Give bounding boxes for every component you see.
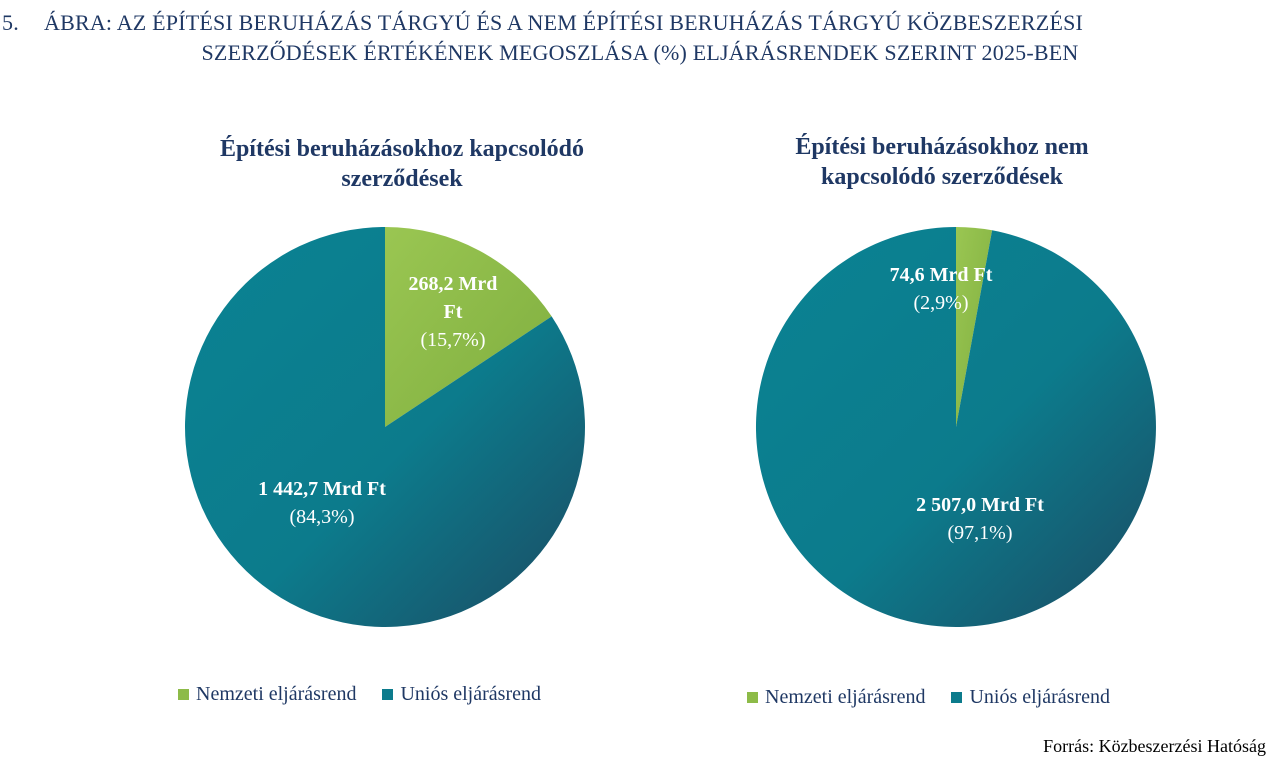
chart-1-slice-nemzeti [385, 227, 552, 427]
chart-2-slice-2-percent: (97,1%) [948, 522, 1013, 544]
legend-swatch-nemzeti [178, 689, 189, 700]
chart-1-slice-2-value: 1 442,7 Mrd Ft [258, 478, 386, 500]
chart-2-slice-1-value: 74,6 Mrd Ft [890, 264, 993, 286]
figure-number: 5. [2, 10, 19, 35]
chart-1-slice-unios [185, 227, 586, 627]
legend-label-nemzeti: Nemzeti eljárásrend [765, 686, 926, 708]
chart-2-slice-unios [755, 226, 1156, 627]
legend-item-unios: Uniós eljárásrend [382, 683, 541, 706]
chart-1-slice-1-value-line-1: 268,2 Mrd [409, 273, 498, 295]
pie-chart-1 [185, 227, 586, 627]
chart-2-title-line-2: kapcsolódó szerződések [821, 164, 1063, 190]
legend-item-unios: Uniós eljárásrend [951, 686, 1110, 709]
legend-label-unios: Uniós eljárásrend [969, 686, 1110, 708]
legend-item-nemzeti: Nemzeti eljárásrend [747, 686, 925, 709]
legend-swatch-unios [951, 692, 963, 703]
chart-1-slice-1-percent: (15,7%) [421, 329, 486, 351]
chart-1-legend: Nemzeti eljárásrend Uniós eljárásrend [178, 683, 567, 706]
legend-swatch-nemzeti [747, 692, 758, 703]
chart-2-title-line-1: Építési beruházásokhoz nem [795, 134, 1089, 160]
chart-1-title: Építési beruházásokhoz kapcsolódó szerző… [122, 134, 682, 194]
chart-2-slice-2-value: 2 507,0 Mrd Ft [916, 494, 1044, 516]
chart-1-slice-2-percent: (84,3%) [290, 506, 355, 528]
legend-label-nemzeti: Nemzeti eljárásrend [196, 683, 357, 705]
chart-2-title: Építési beruházásokhoz nem kapcsolódó sz… [662, 132, 1222, 192]
chart-2-slice-1-percent: (2,9%) [914, 292, 969, 314]
figure-title-line-2: SZERZŐDÉSEK ÉRTÉKÉNEK MEGOSZLÁSA (%) ELJ… [201, 40, 1079, 65]
legend-label-unios: Uniós eljárásrend [400, 683, 541, 705]
legend-item-nemzeti: Nemzeti eljárásrend [178, 683, 356, 706]
figure-title-line-1: ÁBRA: AZ ÉPÍTÉSI BERUHÁZÁS TÁRGYÚ ÉS A N… [44, 10, 1084, 35]
chart-1-slice-1-value-line-2: Ft [444, 301, 463, 323]
source-note: Forrás: Közbeszerzési Hatóság [1043, 736, 1266, 756]
chart-1-title-line-2: szerződések [341, 166, 463, 192]
chart-1-title-line-1: Építési beruházásokhoz kapcsolódó [219, 136, 585, 162]
chart-2-slice-nemzeti [956, 227, 993, 427]
legend-swatch-unios [382, 689, 394, 700]
pie-chart-2 [755, 226, 1156, 627]
chart-2-legend: Nemzeti eljárásrend Uniós eljárásrend [747, 686, 1136, 709]
